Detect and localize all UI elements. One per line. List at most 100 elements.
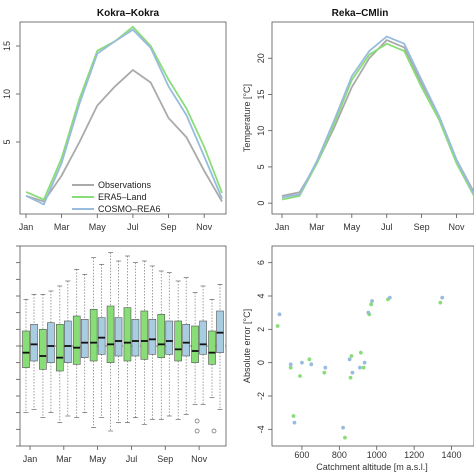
panel-kokra-title: Kokra–Kokra	[97, 8, 160, 19]
x-tick-label-reka: Mar	[309, 222, 325, 232]
scatter-point-cosmo	[366, 310, 371, 315]
x-tick-label-kokra: Sep	[161, 222, 177, 232]
x-tick-label-boxplot: Jul	[126, 454, 138, 464]
scatter-point-cosmo	[440, 295, 445, 300]
scatter-point-era5	[348, 375, 353, 380]
scatter-point-cosmo	[350, 370, 355, 375]
panel-reka-plot: Jan Mar May Jul Sep Nov 0 5 10 15 20	[256, 35, 474, 232]
box-era5-dec	[208, 330, 216, 365]
scatter-point-cosmo	[370, 299, 374, 303]
series-line-reka-2	[281, 35, 474, 199]
x-tick-label-scatter: 1400	[442, 450, 462, 460]
box-era5-oct	[174, 320, 182, 362]
y-tick-label-scatter: -2	[256, 392, 266, 400]
panel-reka: Reka–CMlin Temperature [°C] Jan Mar May Jul…	[242, 8, 474, 232]
box-cosmo-jun	[114, 317, 123, 357]
y-tick-label-reka: 5	[256, 164, 266, 169]
legend-kokra: Observations ERA5–Land COSMO–REA6	[72, 180, 161, 214]
panel-scatter: Absolute error [°C] Catchment altitude […	[242, 245, 474, 472]
box-era5-feb	[39, 329, 47, 370]
scatter-point-era5	[343, 435, 347, 440]
y-tick-label-kokra: 15	[2, 41, 12, 51]
scatter-point-cosmo	[323, 365, 328, 370]
series-line-kokra-0	[25, 68, 223, 203]
scatter-point-era5	[358, 350, 363, 355]
box-cosmo-feb	[47, 322, 55, 363]
scatter-point-era5	[349, 354, 354, 358]
panel-kokra: Kokra–Kokra Jan Mar May Jul Sep Nov 5 10 15 Obse…	[2, 8, 227, 232]
scatter-point-cosmo	[309, 362, 314, 367]
box-era5-nov	[191, 325, 199, 363]
panel-scatter-plot: 600 800 1000 1200 1400 -4 -2 0 2 4 6	[256, 260, 462, 460]
scatter-point-era5	[438, 300, 443, 305]
panel-boxplot: Jan Mar May Jul Sep Nov	[16, 245, 227, 464]
scatter-point-cosmo	[341, 425, 345, 430]
scatter-point-cosmo	[277, 312, 282, 317]
scatter-point-cosmo	[300, 360, 304, 365]
x-tick-label-boxplot: May	[89, 454, 107, 464]
x-tick-label-kokra: Mar	[54, 222, 70, 232]
x-tick-label-kokra: May	[89, 222, 107, 232]
x-tick-label-kokra: Jan	[19, 222, 34, 232]
panel-kokra-frame	[19, 21, 227, 215]
y-tick-label-reka: 15	[256, 89, 266, 99]
box-cosmo-jul	[131, 319, 140, 357]
x-tick-label-reka: May	[343, 222, 361, 232]
series-line-kokra-1	[25, 25, 223, 201]
box-era5-jul	[123, 307, 132, 362]
box-cosmo-may	[97, 317, 106, 355]
scatter-point-era5	[369, 302, 374, 307]
y-tick-label-reka: 0	[256, 201, 266, 206]
x-tick-label-boxplot: Mar	[56, 454, 72, 464]
box-era5-sep	[157, 314, 166, 358]
panel-scatter-frame	[271, 245, 474, 447]
x-tick-label-kokra: Nov	[196, 222, 213, 232]
x-tick-label-reka: Jul	[381, 222, 393, 232]
y-tick-label-scatter: 2	[256, 327, 266, 332]
outlier-point	[211, 428, 217, 434]
panel-scatter-xlabel: Catchment altitude [m a.s.l.]	[316, 462, 428, 472]
series-line-reka-1	[281, 42, 474, 201]
scatter-point-era5	[361, 365, 366, 370]
box-cosmo-sep	[165, 320, 174, 355]
x-tick-label-reka: Sep	[414, 222, 430, 232]
box-era5-jun	[106, 305, 115, 363]
y-tick-label-kokra: 10	[2, 89, 12, 99]
x-tick-label-boxplot: Jan	[23, 454, 38, 464]
box-era5-aug	[140, 310, 149, 360]
scatter-point-era5	[275, 324, 280, 328]
y-tick-label-reka: 20	[256, 53, 266, 63]
x-tick-label-kokra: Jul	[127, 222, 139, 232]
scatter-point-era5	[291, 414, 296, 418]
box-cosmo-jan	[30, 324, 38, 362]
y-tick-label-scatter: -4	[256, 425, 266, 433]
box-era5-mar	[56, 324, 64, 372]
scatter-point-era5	[307, 357, 312, 362]
x-tick-label-reka: Jan	[275, 222, 290, 232]
panel-reka-ylabel: Temperature [°C]	[242, 84, 252, 152]
scatter-point-era5	[322, 370, 327, 375]
x-tick-label-boxplot: Sep	[157, 454, 173, 464]
outlier-point	[194, 418, 200, 424]
scatter-point-cosmo	[347, 357, 352, 362]
series-line-kokra-2	[25, 28, 223, 206]
scatter-point-cosmo	[358, 365, 362, 370]
y-tick-label-scatter: 0	[256, 360, 266, 365]
box-cosmo-aug	[148, 319, 157, 355]
scatter-point-cosmo	[288, 362, 293, 367]
panel-reka-title: Reka–CMlin	[332, 8, 389, 19]
legend-label-era5: ERA5–Land	[98, 192, 147, 202]
box-era5-may	[89, 309, 98, 362]
x-tick-label-boxplot: Nov	[191, 454, 208, 464]
y-tick-label-kokra: 5	[2, 139, 12, 144]
panel-kokra-plot: Jan Mar May Jul Sep Nov 5 10 15	[2, 25, 223, 232]
scatter-point-cosmo	[362, 360, 367, 365]
scatter-point-era5	[298, 374, 302, 378]
panel-reka-frame	[271, 21, 474, 215]
scatter-point-cosmo	[387, 295, 392, 300]
x-tick-label-scatter: 1000	[367, 450, 387, 460]
box-cosmo-apr	[80, 319, 89, 358]
legend-label-cosmo: COSMO–REA6	[98, 204, 161, 214]
box-era5-jan	[22, 330, 30, 368]
